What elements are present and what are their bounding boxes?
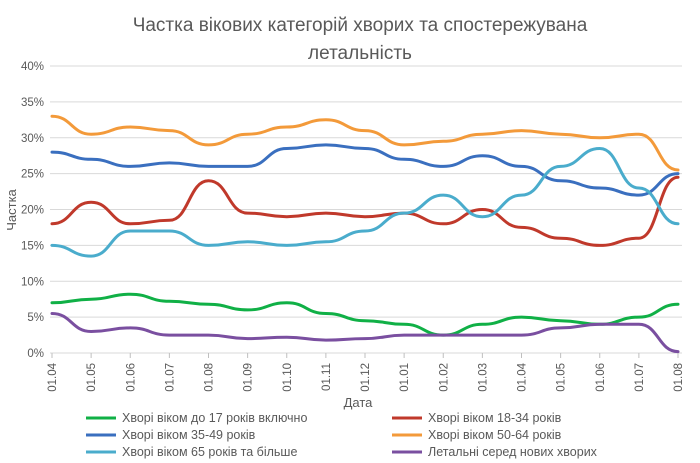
x-tick-label: 01.05 bbox=[86, 363, 98, 392]
chart-title-line-2: летальність bbox=[308, 43, 412, 64]
y-axis-title: Частка bbox=[4, 188, 19, 230]
legend-label: Хворі віком 18-34 років bbox=[428, 411, 562, 425]
series-line-3 bbox=[50, 143, 680, 197]
legend-item: Хворі віком 18-34 років bbox=[392, 411, 562, 425]
legend: Хворі віком до 17 років включно Хворі вік… bbox=[86, 411, 598, 459]
legend-item: Летальні серед нових хворих bbox=[392, 445, 598, 459]
legend-item: Хворі віком 65 років та більше bbox=[86, 445, 297, 459]
x-tick-label: 01.10 bbox=[282, 363, 294, 392]
legend-item: Хворі віком 35-49 років bbox=[86, 428, 256, 442]
legend-label: Хворі віком 65 років та більше bbox=[122, 445, 297, 459]
y-tick-label: 30% bbox=[21, 133, 44, 145]
legend-item: Хворі віком до 17 років включно bbox=[86, 411, 307, 425]
x-axis-title: Дата bbox=[344, 395, 374, 410]
x-tick-label: 01.07 bbox=[164, 363, 176, 392]
x-tick-label: 01.03 bbox=[477, 363, 489, 392]
x-tick-label: 01.06 bbox=[595, 363, 607, 392]
x-tick-label: 01.01 bbox=[399, 363, 411, 392]
chart-title: Частка вікових категорій хворих та спост… bbox=[60, 12, 660, 68]
series-line-6 bbox=[50, 312, 680, 354]
gridlines bbox=[50, 65, 682, 354]
y-tick-label: 10% bbox=[21, 276, 44, 288]
x-tick-label: 01.08 bbox=[204, 363, 216, 392]
series-line-1 bbox=[50, 292, 680, 337]
x-tick-label: 01.05 bbox=[556, 363, 568, 392]
x-axis-ticks: 01.04 01.05 01.06 01.07 01.08 01.09 01.10 01.11… bbox=[47, 353, 685, 392]
y-tick-label: 35% bbox=[21, 97, 44, 109]
series-line-2 bbox=[50, 175, 680, 247]
x-tick-label: 01.11 bbox=[321, 363, 333, 391]
y-tick-label: 0% bbox=[27, 348, 44, 360]
y-tick-label: 5% bbox=[27, 312, 44, 324]
series-lines bbox=[50, 114, 680, 354]
x-tick-label: 01.02 bbox=[438, 363, 450, 392]
y-axis-ticks: 0% 5% 10% 15% 20% 25% 30% 35% 40% bbox=[21, 61, 44, 360]
y-tick-label: 25% bbox=[21, 169, 44, 181]
y-tick-label: 15% bbox=[21, 240, 44, 252]
legend-label: Хворі віком до 17 років включно bbox=[122, 411, 307, 425]
x-tick-label: 01.09 bbox=[243, 363, 255, 392]
x-tick-label: 01.04 bbox=[517, 362, 529, 391]
x-tick-label: 01.08 bbox=[673, 363, 685, 392]
x-tick-label: 01.04 bbox=[47, 362, 59, 391]
legend-label: Хворі віком 35-49 років bbox=[122, 428, 256, 442]
y-tick-label: 20% bbox=[21, 205, 44, 217]
x-tick-label: 01.07 bbox=[634, 363, 646, 392]
x-tick-label: 01.12 bbox=[360, 363, 372, 392]
chart-title-line-1: Частка вікових категорій хворих та спост… bbox=[132, 15, 588, 36]
y-tick-label: 40% bbox=[21, 61, 44, 73]
legend-label: Хворі віком 50-64 років bbox=[428, 428, 562, 442]
series-line-4 bbox=[50, 114, 680, 172]
series-line-5 bbox=[50, 147, 680, 258]
legend-item: Хворі віком 50-64 років bbox=[392, 428, 562, 442]
legend-label: Летальні серед нових хворих bbox=[428, 445, 598, 459]
x-tick-label: 01.06 bbox=[125, 363, 137, 392]
